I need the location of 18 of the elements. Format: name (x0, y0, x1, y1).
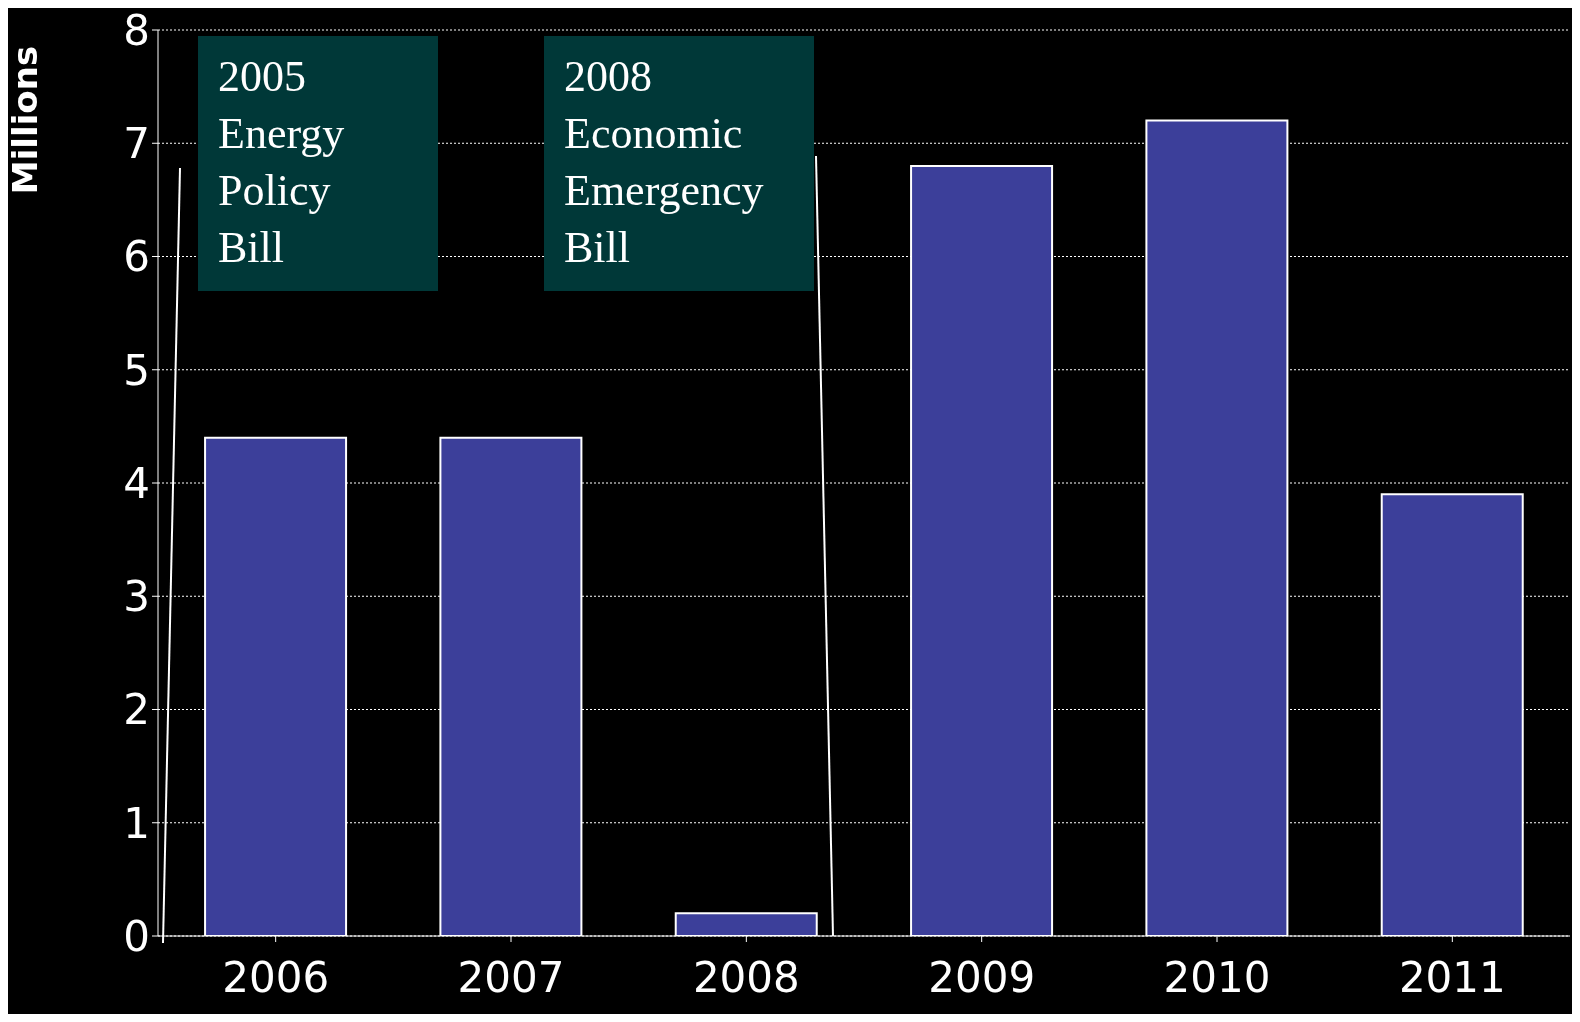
y-tick-label: 7 (123, 119, 150, 169)
x-tick-label: 2009 (928, 952, 1036, 1002)
y-tick-label: 3 (123, 572, 150, 622)
y-axis-title: Millions (5, 45, 46, 195)
y-tick-label: 4 (123, 458, 150, 508)
y-tick-label: 2 (123, 685, 150, 735)
x-tick-label: 2006 (222, 952, 330, 1002)
annotation: 2005 Energy Policy Bill (218, 52, 345, 272)
y-tick-label: 5 (123, 345, 150, 395)
y-tick-label: 8 (123, 5, 150, 55)
x-tick-label: 2010 (1163, 952, 1271, 1002)
x-tick-label: 2008 (692, 952, 800, 1002)
y-tick-label: 1 (123, 798, 150, 848)
y-tick-label: 6 (123, 232, 150, 282)
x-tick-label: 2007 (457, 952, 565, 1002)
annotation: 2008 Economic Emergency Bill (564, 52, 764, 272)
y-tick-label: 0 (123, 911, 150, 961)
x-tick-label: 2011 (1398, 952, 1506, 1002)
